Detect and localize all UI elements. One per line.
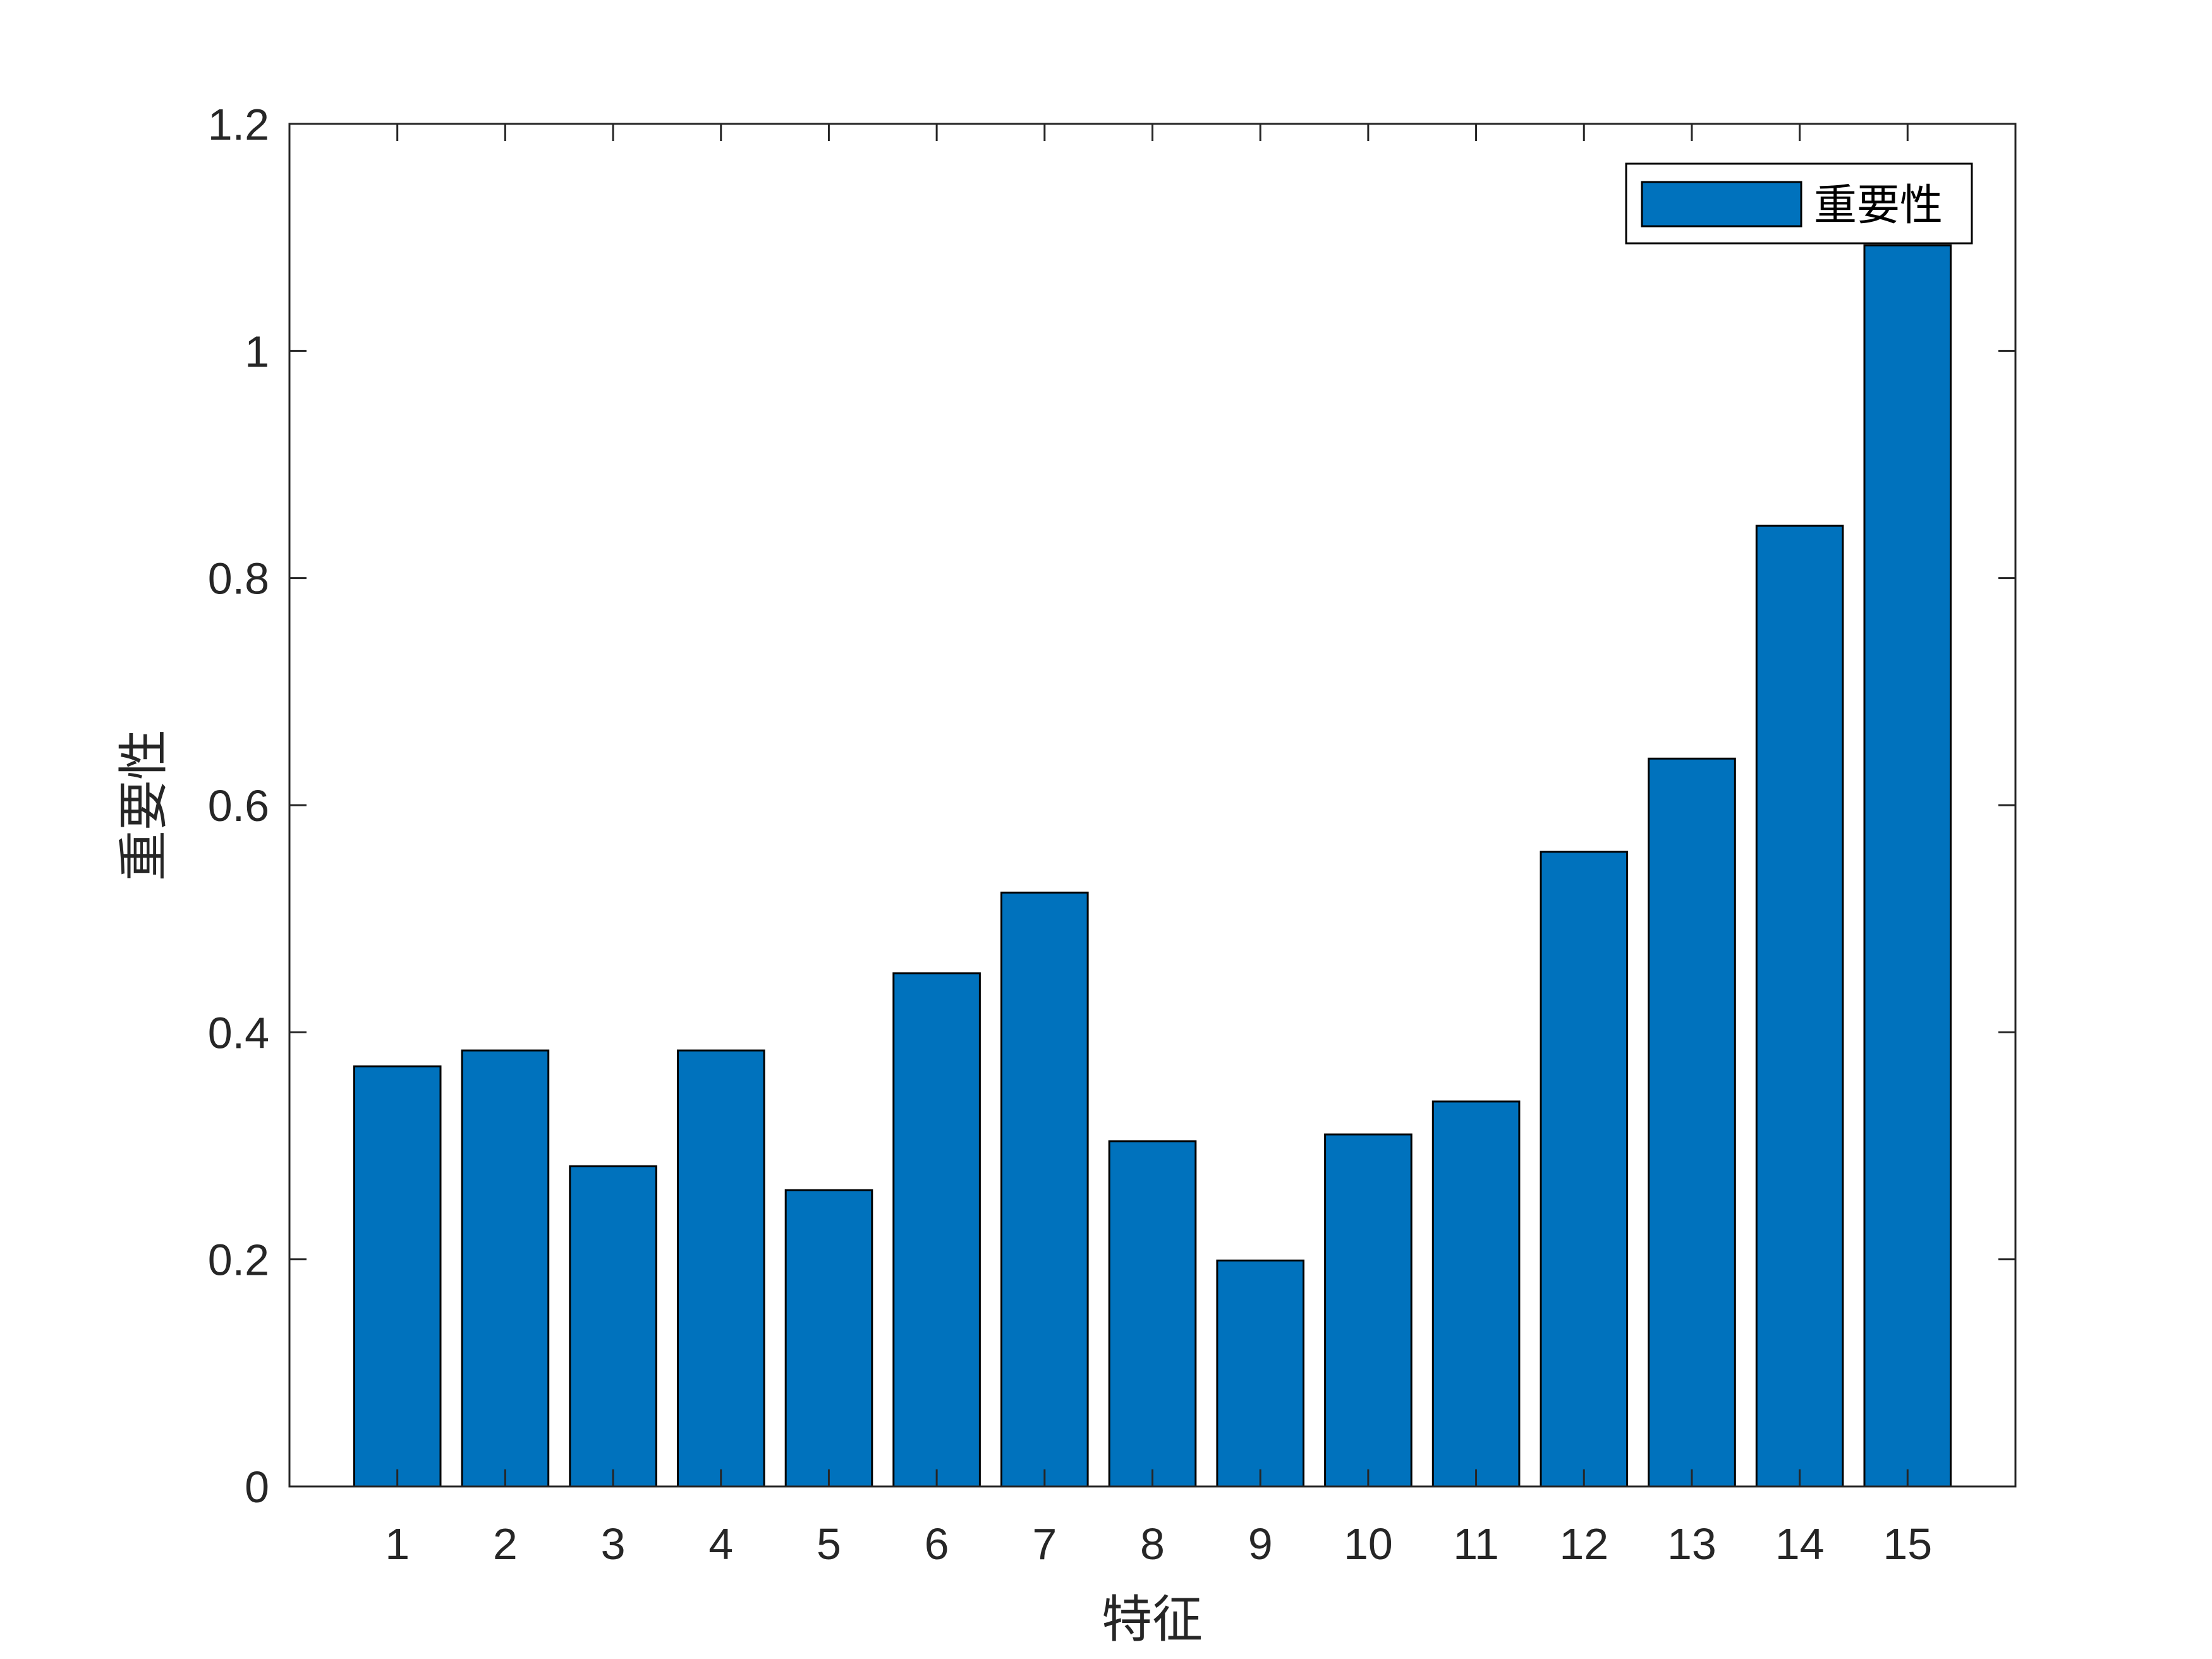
x-tick-label: 13 bbox=[1667, 1519, 1717, 1569]
bar-7 bbox=[1000, 891, 1089, 1488]
x-tick-label: 8 bbox=[1140, 1519, 1165, 1569]
x-tick-label: 3 bbox=[601, 1519, 626, 1569]
bar-4 bbox=[677, 1049, 765, 1488]
x-axis-label: 特征 bbox=[1102, 1590, 1203, 1649]
x-tick-label: 15 bbox=[1883, 1519, 1932, 1569]
y-tick-label: 0.6 bbox=[208, 781, 269, 830]
y-axis-label: 重要性 bbox=[114, 729, 173, 881]
bar-2 bbox=[461, 1049, 550, 1488]
bar-14 bbox=[1755, 525, 1844, 1488]
bar-3 bbox=[569, 1165, 657, 1488]
bar-10 bbox=[1324, 1133, 1413, 1488]
bar-1 bbox=[353, 1065, 442, 1488]
bar-9 bbox=[1216, 1260, 1305, 1488]
bars-group bbox=[353, 244, 1952, 1488]
x-tick-label: 9 bbox=[1248, 1519, 1273, 1569]
legend-label: 重要性 bbox=[1814, 181, 1943, 231]
bar-6 bbox=[892, 972, 981, 1488]
x-tick-label: 11 bbox=[1453, 1519, 1499, 1569]
x-tick-label: 10 bbox=[1344, 1519, 1393, 1569]
x-tick-label: 4 bbox=[708, 1519, 733, 1569]
x-tick-label: 5 bbox=[817, 1519, 841, 1569]
bar-8 bbox=[1108, 1140, 1197, 1488]
bar-15 bbox=[1863, 244, 1952, 1488]
ticks-group bbox=[289, 123, 2015, 1488]
y-tick-label: 0.4 bbox=[208, 1008, 269, 1057]
y-tick-label: 1 bbox=[245, 327, 269, 376]
y-tick-labels: 0 0.2 0.4 0.6 0.8 1 1.2 bbox=[208, 100, 269, 1512]
x-tick-label: 1 bbox=[385, 1519, 410, 1569]
axes-box bbox=[288, 123, 2017, 1488]
bar-12 bbox=[1540, 851, 1629, 1488]
y-tick-label: 0.8 bbox=[208, 554, 269, 604]
y-tick-label: 0.2 bbox=[208, 1236, 269, 1285]
bar-11 bbox=[1431, 1100, 1521, 1488]
y-tick-label: 1.2 bbox=[208, 100, 269, 149]
legend: 重要性 bbox=[1625, 162, 1973, 245]
y-tick-label: 0 bbox=[245, 1462, 269, 1512]
x-tick-label: 12 bbox=[1559, 1519, 1608, 1569]
bar-5 bbox=[784, 1189, 873, 1488]
bar-13 bbox=[1648, 757, 1736, 1488]
x-tick-label: 7 bbox=[1032, 1519, 1057, 1569]
legend-swatch bbox=[1641, 181, 1802, 228]
x-tick-label: 6 bbox=[925, 1519, 949, 1569]
x-tick-labels: 1 2 3 4 5 6 7 8 9 10 11 12 13 14 15 bbox=[385, 1519, 1932, 1569]
x-tick-label: 2 bbox=[493, 1519, 518, 1569]
x-tick-label: 14 bbox=[1775, 1519, 1825, 1569]
